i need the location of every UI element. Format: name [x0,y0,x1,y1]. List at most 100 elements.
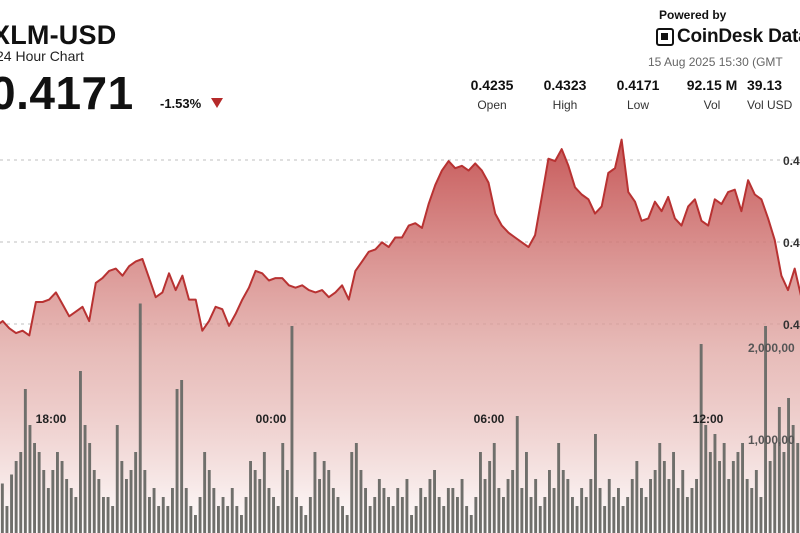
volume-bar [138,303,142,533]
volume-bar [410,515,413,533]
y-tick-price: 0.42 [783,236,800,250]
volume-bar [46,488,50,533]
volume-bar [120,461,124,533]
y-tick-price: 0.4 [783,318,800,332]
x-tick-label: 00:00 [256,412,287,426]
volume-bar [244,497,248,533]
volume-bar [515,416,519,533]
volume-bar [166,506,170,533]
volume-bar [667,479,671,533]
volume-bar [603,506,607,533]
volume-bar [433,470,436,533]
y-tick-volume: 2,000,00 [748,341,795,355]
volume-bar [322,461,326,533]
volume-bar [115,425,119,533]
volume-bar [621,506,625,533]
volume-bar [42,470,46,533]
volume-bar [56,452,59,533]
volume-bar [745,479,749,533]
volume-bar [33,443,36,533]
volume-bar [543,497,547,533]
x-tick-label: 18:00 [36,412,67,426]
volume-bar [37,452,41,533]
price-line [0,138,800,337]
volume-bar [520,488,524,533]
volume-bar [626,497,630,533]
volume-bar [538,506,542,533]
volume-bar [474,497,478,533]
volume-bar [290,326,294,533]
volume-bar [796,443,800,533]
volume-bar [5,506,9,533]
volume-bar [502,497,505,533]
volume-bar [235,506,239,533]
volume-bar [699,344,703,533]
volume-bar [640,488,643,533]
volume-bar [19,452,23,533]
volume-bar [396,488,400,533]
volume-bar [217,506,220,533]
volume-bar [14,461,18,533]
volume-bar [189,506,193,533]
volume-bar [212,488,216,533]
volume-bar [451,488,455,533]
volume-bar [373,497,377,533]
volume-bar [10,474,13,533]
volume-bar [561,470,565,533]
volume-bar [419,488,423,533]
volume-bar [750,488,754,533]
volume-bar [152,488,156,533]
volume-bar [267,488,271,533]
volume-bar [354,443,358,533]
volume-bar [184,488,188,533]
volume-bar [722,443,726,533]
volume-bar [180,380,184,533]
volume-bar [221,497,225,533]
volume-bar [51,470,55,533]
volume-bar [575,506,579,533]
volume-bar [658,443,662,533]
volume-bar [106,497,110,533]
volume-bar [368,506,372,533]
volume-bar [60,461,64,533]
volume-bar [695,479,698,533]
volume-bar [272,497,275,533]
volume-bar [161,497,165,533]
volume-bar [479,452,482,533]
volume-bar [207,470,211,533]
volume-bar [194,515,197,533]
volume-bar [741,443,744,533]
volume-bar [308,497,312,533]
price-series-line [0,138,800,337]
volume-bar [437,497,441,533]
volume-bar [460,479,464,533]
volume-bar [414,506,418,533]
volume-bar [336,497,340,533]
volume-bar [175,389,179,533]
volume-bar [497,488,501,533]
volume-bar [791,425,795,533]
volume-bar [428,479,432,533]
volume-bar [382,488,386,533]
volume-bar [718,461,721,533]
volume-bar [736,452,740,533]
volume-bar [171,488,174,533]
volume-bar [143,470,147,533]
volume-bar [534,479,538,533]
volume-bar [350,452,354,533]
volume-bar [65,479,69,533]
volume-bar [258,479,262,533]
volume-bar [23,389,27,533]
volume-bar [787,398,790,533]
volume-bar [617,488,620,533]
volume-bar [690,488,694,533]
volume-bar [304,515,308,533]
volume-bar [423,497,427,533]
volume-bar [198,497,202,533]
volume-bar [28,425,32,533]
volume-bar [465,506,469,533]
volume-bar [249,461,252,533]
volume-bar [253,470,257,533]
volume-bar [571,497,574,533]
